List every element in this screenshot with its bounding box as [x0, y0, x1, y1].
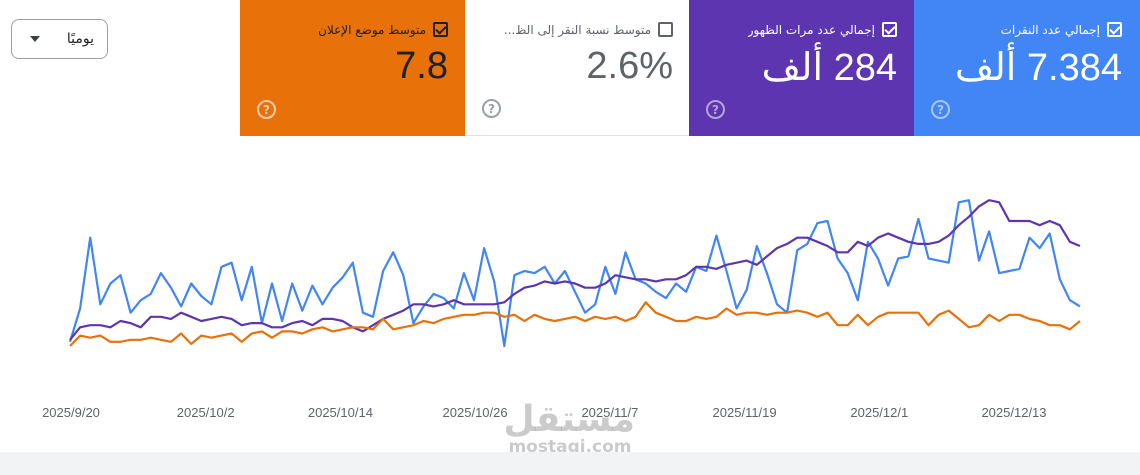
help-icon[interactable]: ? [257, 100, 276, 119]
help-icon[interactable]: ? [706, 100, 725, 119]
x-tick-label: 2025/10/26 [443, 405, 508, 420]
x-tick-label: 2025/9/20 [42, 405, 100, 420]
help-icon[interactable]: ? [931, 100, 950, 119]
x-tick-label: 2025/10/14 [308, 405, 373, 420]
series-line-2 [69, 301, 1081, 347]
bottom-bar [0, 452, 1140, 475]
checkbox-ctr[interactable] [658, 22, 673, 37]
watermark-logo: مستقل mostaqi.com [503, 399, 635, 457]
x-tick-label: 2025/10/2 [177, 405, 235, 420]
metric-title-position: متوسط موضع الإعلان [318, 22, 426, 37]
series-line-1 [69, 199, 1081, 341]
x-tick-label: 2025/11/7 [581, 405, 638, 420]
watermark-domain: mostaqi.com [508, 437, 632, 457]
performance-chart: 2025/9/20 2025/10/2 2025/10/14 2025/10/26 20… [42, 199, 1081, 420]
metric-card-impressions[interactable]: إجمالي عدد مرات الظهور 284 ألف ? [689, 0, 915, 136]
checkbox-position[interactable] [433, 22, 448, 37]
x-tick-label: 2025/12/13 [981, 405, 1046, 420]
range-dropdown-label: يوميًا [66, 31, 94, 47]
x-tick-label: 2025/12/1 [850, 405, 908, 420]
metric-value-impressions: 284 ألف [761, 47, 897, 89]
metric-card-ctr[interactable]: متوسط نسبة النقر إلى الظ... 2.6% ? [465, 0, 691, 136]
help-icon[interactable]: ? [482, 99, 501, 118]
metric-value-position: 7.8 [395, 45, 448, 87]
metric-title-impressions: إجمالي عدد مرات الظهور [747, 22, 875, 37]
range-dropdown[interactable]: يوميًا [11, 19, 108, 59]
series-line-0 [68, 199, 1081, 348]
metric-title-clicks: إجمالي عدد النقرات [1000, 22, 1100, 37]
metric-title-ctr: متوسط نسبة النقر إلى الظ... [503, 22, 651, 37]
x-tick-label: 2025/11/19 [713, 405, 777, 420]
metric-card-clicks[interactable]: إجمالي عدد النقرات 7.384 ألف ? [914, 0, 1140, 136]
metric-value-ctr: 2.6% [586, 45, 673, 87]
checkbox-impressions[interactable] [882, 22, 897, 37]
metric-card-position[interactable]: متوسط موضع الإعلان 7.8 ? [240, 0, 466, 136]
chevron-down-icon [30, 36, 40, 42]
checkbox-clicks[interactable] [1107, 22, 1122, 37]
metric-value-clicks: 7.384 ألف [954, 47, 1122, 89]
watermark-arabic: مستقل [503, 399, 635, 440]
